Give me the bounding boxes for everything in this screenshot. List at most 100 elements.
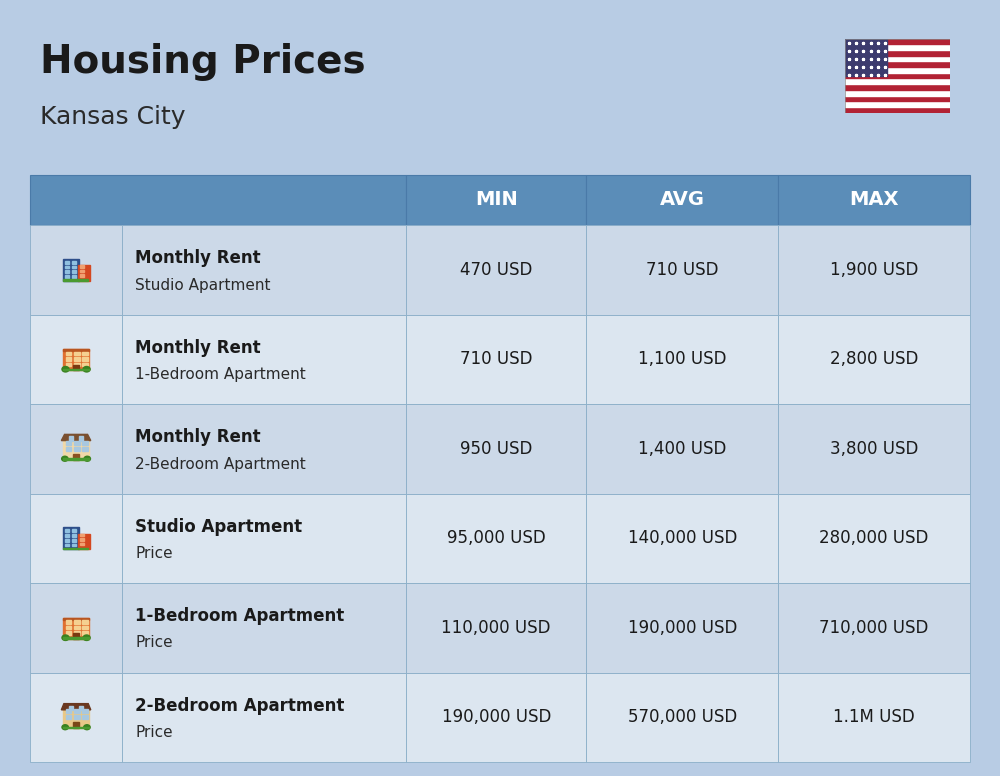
Text: 190,000 USD: 190,000 USD [442,708,551,726]
FancyBboxPatch shape [586,404,778,494]
Bar [65,539,69,542]
Bar [82,715,88,719]
FancyBboxPatch shape [586,225,778,314]
Bar [845,73,950,78]
Text: MIN: MIN [475,190,518,210]
Text: 280,000 USD: 280,000 USD [819,529,929,547]
Bar [78,534,90,549]
Bar [845,107,950,113]
FancyBboxPatch shape [30,583,122,673]
FancyBboxPatch shape [778,404,970,494]
Bar [73,365,79,370]
FancyBboxPatch shape [406,404,586,494]
FancyBboxPatch shape [586,583,778,673]
Text: 1,400 USD: 1,400 USD [638,440,727,458]
FancyBboxPatch shape [406,583,586,673]
FancyBboxPatch shape [30,673,122,762]
Bar [72,534,76,537]
Bar [845,44,950,50]
FancyBboxPatch shape [778,175,970,225]
Circle shape [62,366,69,372]
Circle shape [62,725,68,729]
Bar [82,709,88,713]
FancyBboxPatch shape [406,673,586,762]
Text: Studio Apartment: Studio Apartment [135,278,271,293]
FancyBboxPatch shape [122,673,406,762]
Bar [72,270,76,273]
Bar [845,56,950,61]
Bar [66,446,71,451]
FancyBboxPatch shape [122,225,406,314]
Text: AVG: AVG [660,190,705,210]
FancyBboxPatch shape [778,314,970,404]
Bar [845,39,887,76]
Bar [82,441,88,445]
FancyBboxPatch shape [122,404,406,494]
Bar [63,618,89,620]
Bar [82,362,88,366]
Bar [80,542,84,546]
Text: Monthly Rent: Monthly Rent [135,338,261,357]
FancyBboxPatch shape [122,583,406,673]
Bar [65,529,69,532]
Bar [63,259,79,281]
Bar [74,631,80,635]
Bar [73,722,79,728]
Bar [63,618,89,639]
FancyBboxPatch shape [406,494,586,583]
Bar [73,454,79,459]
Text: 1,100 USD: 1,100 USD [638,350,727,369]
Circle shape [62,635,69,640]
Bar [72,543,76,546]
Text: 2-Bedroom Apartment: 2-Bedroom Apartment [135,697,344,715]
Bar [74,446,80,451]
Bar [80,274,84,277]
Text: Monthly Rent: Monthly Rent [135,428,261,446]
Bar [63,349,89,370]
Bar [63,709,89,728]
Text: 950 USD: 950 USD [460,440,532,458]
FancyBboxPatch shape [30,494,122,583]
Bar [79,706,83,710]
Text: MAX: MAX [849,190,899,210]
Bar [72,539,76,542]
Bar [66,362,71,366]
Bar [74,715,80,719]
Bar [80,539,84,541]
Bar [82,357,88,361]
Polygon shape [61,704,91,710]
Bar [63,369,89,370]
Bar [74,709,80,713]
Bar [65,270,69,273]
Bar [65,543,69,546]
FancyBboxPatch shape [778,494,970,583]
Bar [845,95,950,101]
Bar [82,446,88,451]
Bar [72,275,76,278]
Bar [69,706,73,710]
Text: Price: Price [135,546,173,561]
Bar [845,84,950,90]
Bar [78,265,90,281]
Bar [845,50,950,56]
Bar [845,90,950,95]
Bar [72,265,76,268]
Bar [66,620,71,624]
Bar [80,270,84,272]
Bar [845,101,950,107]
FancyBboxPatch shape [30,404,122,494]
FancyBboxPatch shape [30,175,406,225]
Text: Kansas City: Kansas City [40,105,186,129]
Text: Housing Prices: Housing Prices [40,43,366,81]
Bar [74,625,80,629]
FancyBboxPatch shape [586,314,778,404]
Polygon shape [61,435,91,441]
Text: 3,800 USD: 3,800 USD [830,440,918,458]
Bar [63,548,88,549]
Bar [63,279,88,281]
Text: 570,000 USD: 570,000 USD [628,708,737,726]
Circle shape [83,635,90,640]
Text: 1-Bedroom Apartment: 1-Bedroom Apartment [135,607,344,625]
Text: 470 USD: 470 USD [460,261,532,279]
FancyBboxPatch shape [406,175,586,225]
